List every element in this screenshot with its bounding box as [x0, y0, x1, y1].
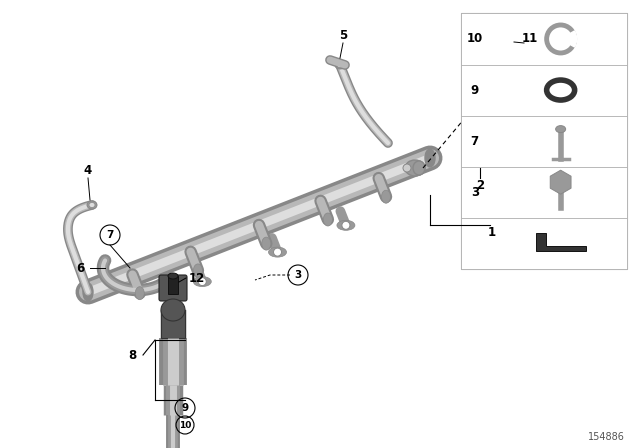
FancyArrowPatch shape [196, 267, 201, 279]
Wedge shape [561, 31, 577, 47]
Polygon shape [536, 233, 586, 251]
Ellipse shape [323, 213, 332, 226]
Text: 5: 5 [339, 29, 347, 42]
Ellipse shape [556, 125, 566, 133]
Text: 7: 7 [106, 230, 114, 240]
Ellipse shape [83, 283, 93, 301]
Bar [168, 276, 178, 294]
Text: 10: 10 [179, 421, 191, 430]
Bar [461, 13, 627, 65]
Bar [461, 65, 627, 116]
Ellipse shape [87, 201, 97, 209]
Ellipse shape [193, 276, 211, 287]
Text: 2: 2 [476, 178, 484, 191]
Circle shape [342, 221, 350, 229]
Text: 10: 10 [467, 32, 483, 46]
Ellipse shape [381, 190, 390, 203]
Text: 9: 9 [470, 83, 479, 97]
Circle shape [198, 278, 206, 285]
FancyBboxPatch shape [159, 275, 187, 301]
Ellipse shape [168, 273, 178, 279]
Ellipse shape [425, 149, 435, 167]
Ellipse shape [405, 160, 425, 176]
Text: 8: 8 [128, 349, 136, 362]
Bar [461, 13, 627, 269]
Ellipse shape [262, 237, 271, 250]
Text: 7: 7 [471, 134, 479, 148]
Ellipse shape [89, 202, 95, 207]
FancyArrowPatch shape [272, 238, 276, 250]
Ellipse shape [335, 61, 345, 69]
Text: 1: 1 [488, 225, 496, 238]
Bar [461, 167, 627, 218]
Text: 154886: 154886 [588, 432, 625, 442]
Ellipse shape [269, 247, 287, 257]
Ellipse shape [403, 164, 411, 172]
Text: 3: 3 [471, 185, 479, 199]
Text: 4: 4 [84, 164, 92, 177]
Circle shape [273, 248, 282, 256]
FancyBboxPatch shape [483, 26, 517, 52]
Text: 11: 11 [522, 31, 538, 44]
FancyArrowPatch shape [340, 211, 345, 223]
Ellipse shape [135, 287, 144, 300]
Ellipse shape [193, 264, 202, 277]
Text: 9: 9 [181, 403, 189, 413]
Bar [161, 310, 185, 338]
Ellipse shape [337, 63, 343, 68]
Ellipse shape [161, 299, 185, 321]
Ellipse shape [337, 220, 355, 230]
Ellipse shape [413, 161, 425, 175]
Text: 6: 6 [76, 262, 84, 275]
Bar [461, 116, 627, 167]
Text: 3: 3 [294, 270, 301, 280]
Text: 12: 12 [189, 271, 205, 284]
Bar [461, 218, 627, 269]
